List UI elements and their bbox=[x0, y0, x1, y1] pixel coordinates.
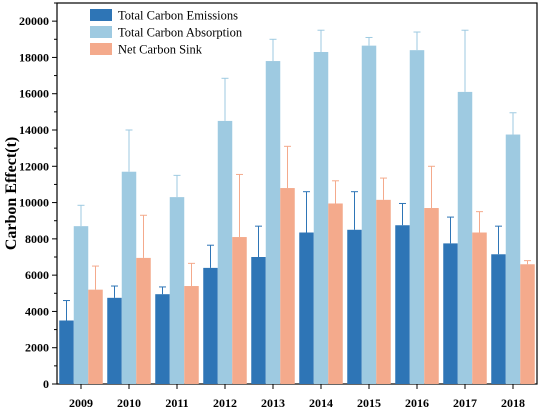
legend-label: Total Carbon Absorption bbox=[118, 26, 243, 40]
bar-total-carbon-emissions bbox=[155, 294, 170, 384]
bar-total-carbon-emissions bbox=[107, 297, 122, 384]
bar-net-carbon-sink bbox=[328, 203, 343, 384]
x-tick-label: 2013 bbox=[261, 396, 285, 410]
bar-total-carbon-absorption bbox=[313, 51, 329, 384]
y-tick-label: 20000 bbox=[19, 14, 49, 28]
bar-net-carbon-sink bbox=[136, 257, 151, 384]
bar-total-carbon-absorption bbox=[457, 91, 473, 385]
y-tick-label: 16000 bbox=[19, 87, 49, 101]
legend-label: Total Carbon Emissions bbox=[118, 9, 238, 23]
axes-layer: 0 2000 4000 6000 8000 10000 12000 14000 16000 180… bbox=[19, 2, 525, 410]
y-tick-label: 4000 bbox=[25, 304, 49, 318]
bar-total-carbon-emissions bbox=[491, 254, 506, 384]
legend-swatch bbox=[90, 9, 112, 21]
legend: Total Carbon Emissions Total Carbon Absor… bbox=[90, 9, 243, 57]
bar-total-carbon-emissions bbox=[203, 267, 218, 384]
bars-layer bbox=[59, 45, 535, 385]
legend-swatch bbox=[90, 26, 112, 38]
bar-total-carbon-absorption bbox=[505, 134, 521, 384]
y-tick-label: 10000 bbox=[19, 196, 49, 210]
bar-total-carbon-absorption bbox=[121, 171, 137, 384]
y-axis-title: Carbon Effect(t) bbox=[3, 137, 20, 250]
bar-total-carbon-absorption bbox=[409, 50, 425, 385]
y-tick-label: 14000 bbox=[19, 123, 49, 137]
y-tick-label: 18000 bbox=[19, 50, 49, 64]
bar-total-carbon-emissions bbox=[59, 320, 74, 384]
bar-total-carbon-emissions bbox=[395, 225, 410, 384]
legend-swatch bbox=[90, 43, 112, 55]
x-tick-label: 2012 bbox=[213, 396, 237, 410]
bar-total-carbon-emissions bbox=[299, 232, 314, 384]
bar-total-carbon-absorption bbox=[217, 120, 233, 384]
bar-total-carbon-emissions bbox=[251, 257, 266, 384]
bar-net-carbon-sink bbox=[232, 237, 247, 384]
bar-net-carbon-sink bbox=[520, 264, 535, 384]
bar-net-carbon-sink bbox=[424, 208, 439, 384]
plot-border bbox=[56, 2, 538, 385]
x-tick-label: 2018 bbox=[501, 396, 525, 410]
x-tick-label: 2017 bbox=[453, 396, 477, 410]
x-tick-label: 2014 bbox=[309, 396, 333, 410]
x-tick-label: 2009 bbox=[69, 396, 93, 410]
bar-total-carbon-emissions bbox=[347, 229, 362, 384]
legend-label: Net Carbon Sink bbox=[118, 43, 203, 57]
bar-total-carbon-absorption bbox=[361, 45, 377, 385]
bar-net-carbon-sink bbox=[88, 289, 103, 384]
bar-net-carbon-sink bbox=[184, 286, 199, 384]
bar-total-carbon-absorption bbox=[73, 226, 89, 384]
bar-total-carbon-absorption bbox=[265, 61, 281, 385]
bar-total-carbon-absorption bbox=[169, 197, 185, 384]
y-tick-label: 6000 bbox=[25, 268, 49, 282]
y-tick-label: 8000 bbox=[25, 232, 49, 246]
y-tick-label: 12000 bbox=[19, 159, 49, 173]
x-tick-label: 2011 bbox=[165, 396, 188, 410]
plot-frame bbox=[56, 2, 538, 385]
bar-total-carbon-emissions bbox=[443, 243, 458, 384]
y-tick-label: 2000 bbox=[25, 341, 49, 355]
bar-net-carbon-sink bbox=[472, 232, 487, 384]
y-tick-label: 0 bbox=[43, 377, 49, 391]
error-bars-layer bbox=[63, 29, 531, 321]
x-tick-label: 2010 bbox=[117, 396, 141, 410]
bar-net-carbon-sink bbox=[280, 188, 295, 384]
x-tick-label: 2015 bbox=[357, 396, 381, 410]
bar-net-carbon-sink bbox=[376, 199, 391, 384]
x-tick-label: 2016 bbox=[405, 396, 429, 410]
